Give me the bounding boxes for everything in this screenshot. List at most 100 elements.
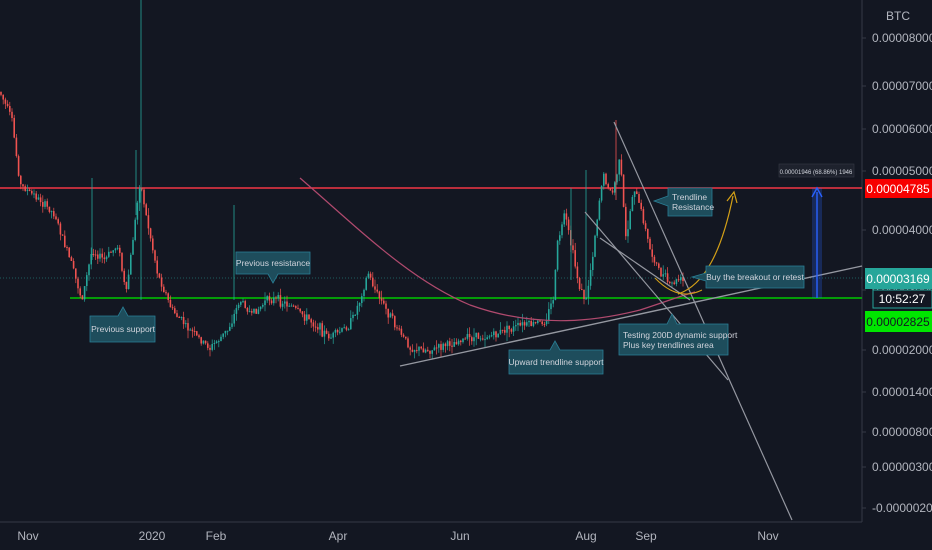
candle-body: [160, 277, 163, 287]
candle-body: [473, 337, 475, 342]
candle-body: [653, 256, 656, 263]
candle-body: [330, 337, 332, 339]
resistance-price-tag: [865, 179, 932, 198]
candle-body: [275, 297, 277, 299]
candle-body: [334, 330, 337, 333]
candle-body: [253, 308, 255, 313]
candle-body: [521, 322, 524, 326]
candle-body: [378, 291, 381, 299]
candle-body: [598, 200, 601, 220]
candle-body: [350, 318, 352, 330]
candle-body: [176, 313, 178, 317]
candle-body: [429, 350, 431, 354]
note-previous-resistance[interactable]: Previous resistance: [235, 251, 311, 284]
candle-body: [504, 330, 506, 333]
candle-body: [270, 300, 273, 304]
candle-body: [620, 159, 623, 175]
candle-body: [523, 322, 526, 326]
candle-body: [132, 239, 134, 255]
candle-body: [660, 267, 662, 277]
last-price-tag: [865, 268, 932, 289]
candle-body: [510, 329, 513, 332]
candle-body: [380, 298, 383, 301]
candle-body: [180, 317, 183, 318]
note-testing-200d[interactable]: Testing 200D dynamic support Plus key tr…: [618, 313, 738, 356]
candle-body: [638, 194, 640, 203]
candle-body: [290, 305, 293, 307]
x-tick-label: Jun: [450, 529, 469, 543]
candle-body: [347, 329, 350, 331]
candle-body: [576, 266, 579, 278]
candle-body: [372, 277, 374, 287]
support-test-highlight: [654, 277, 703, 295]
x-tick-label: Sep: [635, 529, 657, 543]
x-tick-label: 2020: [139, 529, 166, 543]
candle-body: [402, 334, 405, 337]
candle-body: [251, 311, 253, 313]
support-price-tag: [865, 311, 932, 332]
y-axis-ticks: 0.00008000 0.00007000 0.00006000 0.00005000…: [862, 31, 932, 515]
candle-body: [398, 328, 400, 330]
note-previous-support[interactable]: Previous support: [89, 306, 156, 343]
candle-body: [548, 309, 550, 321]
candle-body: [341, 328, 343, 332]
candle-body: [273, 297, 275, 304]
candle-body: [257, 309, 260, 314]
candle-body: [301, 311, 304, 315]
candle-body: [479, 338, 482, 340]
candle-body: [345, 327, 348, 330]
candle-body: [169, 300, 172, 308]
candle-body: [20, 175, 22, 185]
candle-body: [200, 337, 202, 344]
candle-body: [240, 301, 242, 305]
candle-body: [4, 99, 7, 104]
candle-body: [321, 323, 323, 337]
y-tick-label: -0.00000200: [872, 501, 932, 515]
candle-body: [101, 253, 103, 258]
candle-body: [592, 256, 594, 270]
candle-body: [44, 201, 46, 207]
candle-body: [55, 216, 57, 220]
candle-body: [64, 235, 66, 247]
candle-body: [255, 308, 257, 314]
note-trendline-resistance[interactable]: Trendline Resistance: [652, 187, 714, 217]
candle-body: [589, 270, 592, 286]
candle-body: [312, 322, 315, 327]
measure-label: 0.00001946 (68.86%) 1946: [780, 170, 853, 176]
y-tick-label: 0.00006000: [872, 122, 932, 136]
candle-body: [88, 264, 90, 276]
candle-body: [286, 301, 288, 307]
candle-body: [328, 333, 330, 339]
candle-body: [625, 206, 627, 237]
candle-body: [512, 326, 515, 332]
candle-body: [647, 228, 649, 239]
x-tick-label: Nov: [17, 529, 38, 543]
candle-body: [572, 245, 574, 251]
candle-body: [431, 350, 433, 354]
candle-body: [134, 219, 136, 240]
candle-body: [198, 335, 200, 338]
support-price-tag-text: 0.00002825: [866, 315, 930, 329]
candle-body: [75, 268, 77, 279]
candle-body: [233, 313, 235, 324]
candle-body: [545, 320, 548, 325]
candle-body: [455, 342, 458, 345]
y-tick-label: 0.00008000: [872, 31, 932, 45]
candle-body: [468, 334, 471, 338]
candle-body: [202, 340, 205, 344]
candle-body: [658, 263, 660, 268]
candle-body: [306, 314, 308, 321]
candle-body: [517, 322, 519, 326]
note-buy-breakout[interactable]: Buy the breakout or retest: [690, 265, 805, 289]
candle-body: [112, 250, 114, 253]
candle-body: [561, 224, 563, 236]
candle-body: [554, 269, 557, 301]
note-upward-trendline[interactable]: Upward trendline support: [509, 340, 605, 375]
candle-body: [2, 94, 4, 100]
candle-body: [603, 173, 605, 186]
note-previous-support-text: Previous support: [91, 324, 155, 334]
candle-body: [295, 306, 297, 308]
candle-body: [578, 278, 581, 290]
candle-body: [284, 301, 286, 304]
